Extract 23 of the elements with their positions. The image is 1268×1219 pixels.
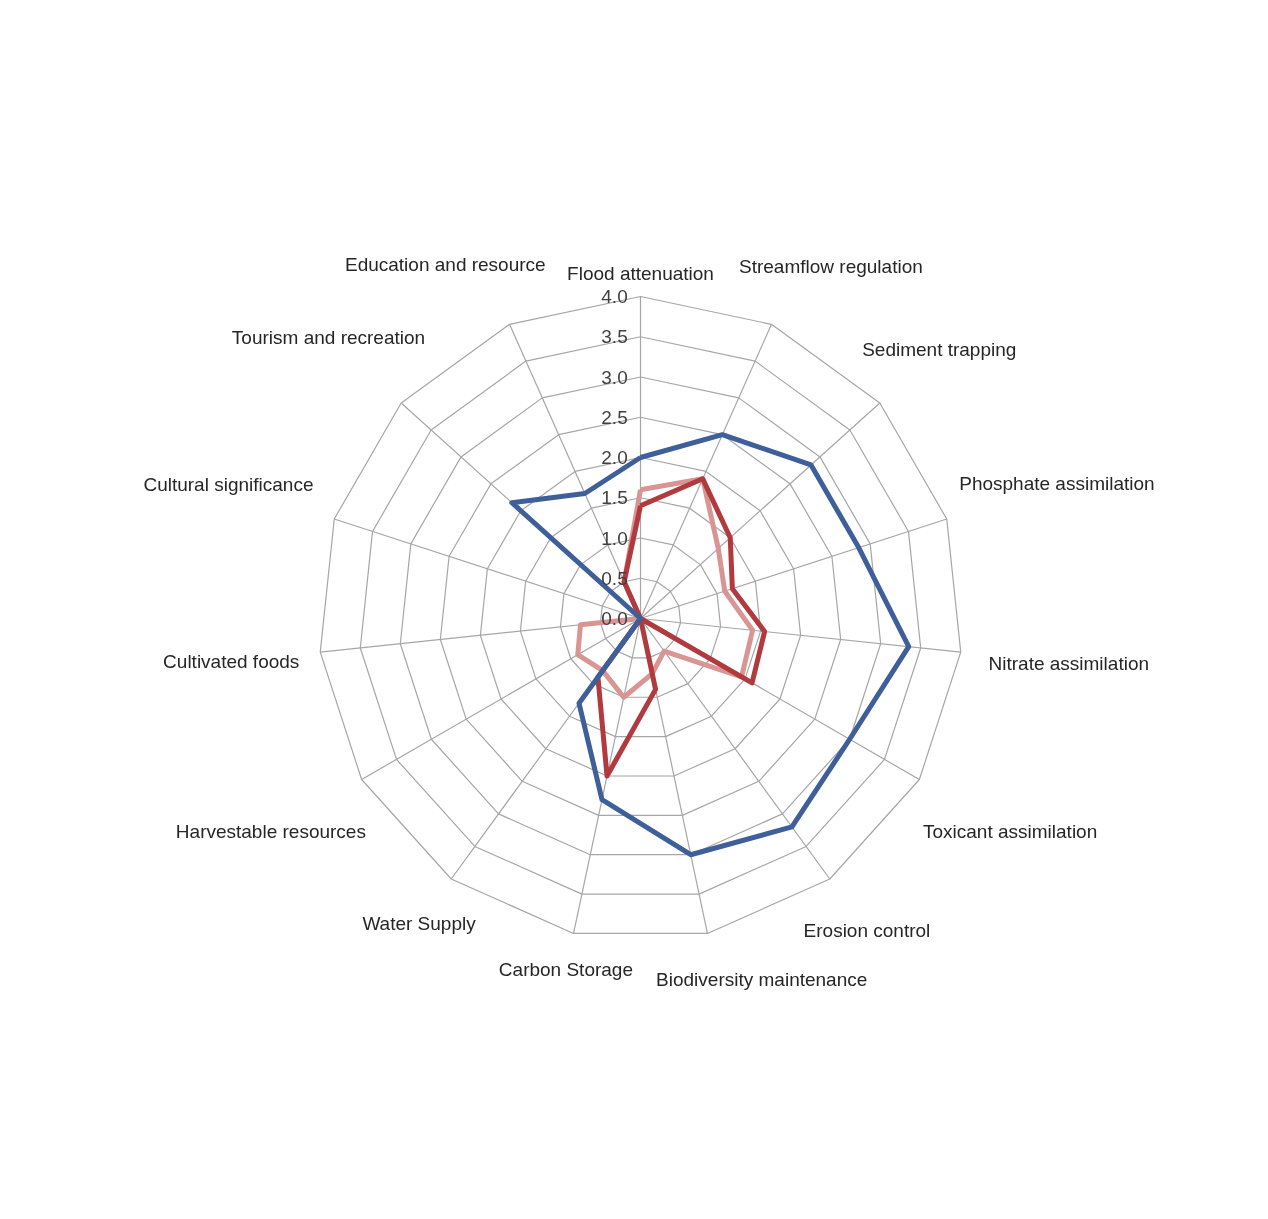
spoke-label: Phosphate assimilation [959,472,1155,494]
y-tick-label: 1.0 [601,527,628,549]
spoke-label: Cultural significance [143,474,314,496]
y-tick-label: 3.5 [601,326,628,348]
spoke-label: Flood attenuation [567,263,714,284]
spoke-label: Nitrate assimilation [988,653,1150,675]
y-tick-label: 1.5 [601,487,628,509]
y-tick-label: 0.0 [601,608,628,629]
spoke-label: Education and resource [344,254,546,276]
spoke-label: Erosion control [803,919,931,941]
spoke-label: Tourism and recreation [231,327,426,349]
spoke-label: Biodiversity maintenance [656,968,868,990]
spoke-label: Cultivated foods [163,651,300,673]
y-tick-label: 4.0 [601,286,628,307]
spoke-label: Toxicant assimilation [923,821,1098,843]
spoke-label: Streamflow regulation [739,256,923,278]
spoke-label: Carbon Storage [498,958,633,980]
spoke-label: Harvestable resources [175,821,366,843]
y-tick-label: 3.0 [601,366,628,388]
y-tick-label: 2.0 [601,447,628,468]
spoke-label: Sediment trapping [862,339,1017,361]
spoke-label: Water Supply [362,912,477,934]
y-tick-label: 2.5 [601,406,628,428]
